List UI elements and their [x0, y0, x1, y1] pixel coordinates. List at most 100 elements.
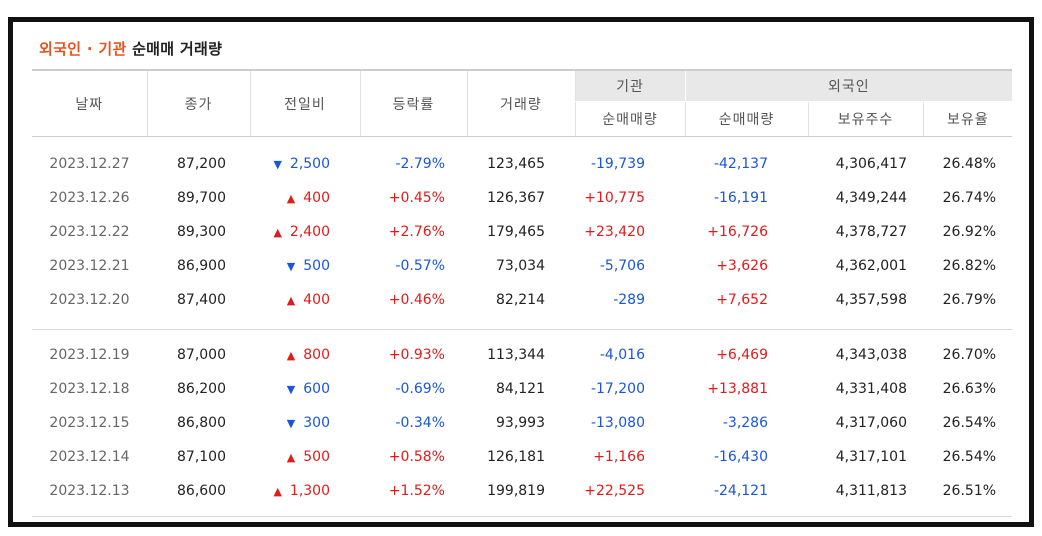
cell-volume: 199,819	[487, 483, 545, 499]
triangle-up-icon: ▲	[286, 349, 296, 362]
col-header-change: 전일비	[249, 69, 360, 137]
triangle-up-icon: ▲	[273, 485, 282, 498]
cell-foreign-net: +13,881	[707, 381, 768, 397]
cell-change: ▲ 1,300	[250, 474, 360, 508]
cell-close: 86,600	[177, 483, 226, 499]
cell-inst-net: +10,775	[584, 190, 645, 206]
col-group-institution: 기관	[574, 69, 685, 102]
cell-inst-net: +1,166	[593, 449, 645, 465]
table-row: 2023.12.26 89,700 ▲ 400 +0.45% 126,367 +10,775…	[32, 181, 1012, 215]
cell-date: 2023.12.14	[49, 449, 130, 465]
cell-ratio: 26.74%	[942, 190, 997, 206]
cell-change: ▼ 500	[250, 249, 360, 283]
triangle-down-icon: ▼	[286, 383, 296, 396]
col-group-foreign: 외국인	[684, 69, 1013, 102]
cell-holdings: 4,317,060	[835, 415, 907, 431]
cell-change: ▲ 500	[250, 440, 360, 474]
table-row: 2023.12.27 87,200 ▼ 2,500 -2.79% 123,465 -19,7…	[32, 147, 1012, 181]
cell-ratio: 26.54%	[942, 449, 997, 465]
cell-change: ▲ 400	[250, 181, 360, 215]
cell-change: ▼ 2,500	[250, 147, 360, 181]
cell-date: 2023.12.15	[49, 415, 130, 431]
cell-rate: +0.46%	[388, 292, 445, 308]
cell-volume: 84,121	[496, 381, 545, 397]
cell-ratio: 26.70%	[942, 347, 997, 363]
cell-close: 86,900	[177, 258, 226, 274]
cell-date: 2023.12.19	[49, 347, 130, 363]
cell-foreign-net: -24,121	[713, 483, 768, 499]
cell-ratio: 26.54%	[942, 415, 997, 431]
col-header-foreign-net: 순매매량	[684, 101, 808, 137]
col-header-inst-net: 순매매량	[574, 101, 685, 137]
cell-inst-net: -4,016	[599, 347, 645, 363]
cell-ratio: 26.63%	[942, 381, 997, 397]
col-header-volume: 거래량	[466, 69, 575, 137]
cell-rate: -0.57%	[395, 258, 445, 274]
cell-rate: -0.34%	[395, 415, 445, 431]
cell-rate: -2.79%	[395, 156, 445, 172]
triangle-up-icon: ▲	[286, 192, 296, 205]
table-row: 2023.12.14 87,100 ▲ 500 +0.58% 126,181 +1,166 -…	[32, 440, 1012, 474]
cell-close: 89,700	[177, 190, 226, 206]
cell-close: 87,400	[177, 292, 226, 308]
trading-volume-panel: 외국인 · 기관 순매매 거래량 날짜 종가 전일비 등락률 거래량 기관 외국…	[8, 17, 1034, 527]
table-row: 2023.12.21 86,900 ▼ 500 -0.57% 73,034 -5,706 +3…	[32, 249, 1012, 283]
change-value: 2,400	[289, 224, 330, 240]
cell-foreign-net: +3,626	[716, 258, 768, 274]
cell-rate: -0.69%	[395, 381, 445, 397]
cell-ratio: 26.79%	[942, 292, 997, 308]
col-header-date: 날짜	[32, 69, 147, 137]
triangle-down-icon: ▼	[286, 260, 296, 273]
cell-volume: 179,465	[487, 224, 545, 240]
cell-close: 87,000	[177, 347, 226, 363]
cell-rate: +0.58%	[388, 449, 445, 465]
cell-holdings: 4,378,727	[835, 224, 907, 240]
cell-date: 2023.12.13	[49, 483, 130, 499]
cell-inst-net: -5,706	[599, 258, 645, 274]
row-spacer	[32, 508, 1013, 517]
cell-foreign-net: -16,430	[713, 449, 768, 465]
panel-title-accent: 외국인 · 기관	[39, 40, 127, 58]
cell-volume: 73,034	[496, 258, 545, 274]
col-header-ratio: 보유율	[922, 101, 1013, 137]
cell-rate: +0.45%	[388, 190, 445, 206]
cell-date: 2023.12.26	[49, 190, 130, 206]
cell-inst-net: -289	[613, 292, 645, 308]
table-row: 2023.12.13 86,600 ▲ 1,300 +1.52% 199,819 +22,5…	[32, 474, 1012, 508]
cell-ratio: 26.82%	[942, 258, 997, 274]
change-value: 800	[303, 347, 330, 363]
cell-close: 87,100	[177, 449, 226, 465]
cell-foreign-net: +7,652	[716, 292, 768, 308]
cell-holdings: 4,311,813	[835, 483, 907, 499]
cell-rate: +2.76%	[388, 224, 445, 240]
cell-close: 86,800	[177, 415, 226, 431]
cell-volume: 123,465	[487, 156, 545, 172]
table-row: 2023.12.19 87,000 ▲ 800 +0.93% 113,344 -4,016 +…	[32, 338, 1012, 372]
cell-inst-net: +23,420	[584, 224, 645, 240]
cell-change: ▲ 400	[250, 283, 360, 317]
cell-volume: 82,214	[496, 292, 545, 308]
cell-volume: 126,367	[487, 190, 545, 206]
cell-inst-net: +22,525	[584, 483, 645, 499]
cell-holdings: 4,317,101	[835, 449, 907, 465]
cell-holdings: 4,362,001	[835, 258, 907, 274]
cell-change: ▲ 2,400	[250, 215, 360, 249]
cell-date: 2023.12.20	[49, 292, 130, 308]
change-value: 400	[303, 190, 330, 206]
table-row: 2023.12.15 86,800 ▼ 300 -0.34% 93,993 -13,080 -…	[32, 406, 1012, 440]
cell-ratio: 26.51%	[942, 483, 997, 499]
table-row: 2023.12.20 87,400 ▲ 400 +0.46% 82,214 -289 +7,6…	[32, 283, 1012, 317]
cell-foreign-net: -42,137	[713, 156, 768, 172]
cell-foreign-net: -16,191	[713, 190, 768, 206]
cell-volume: 93,993	[496, 415, 545, 431]
cell-volume: 126,181	[487, 449, 545, 465]
cell-inst-net: -17,200	[590, 381, 645, 397]
panel-title-rest: 순매매 거래량	[132, 40, 223, 58]
col-header-holdings: 보유주수	[807, 101, 923, 137]
cell-foreign-net: +16,726	[707, 224, 768, 240]
cell-ratio: 26.92%	[942, 224, 997, 240]
cell-holdings: 4,306,417	[835, 156, 907, 172]
change-value: 600	[303, 381, 330, 397]
cell-change: ▼ 300	[250, 406, 360, 440]
cell-holdings: 4,331,408	[835, 381, 907, 397]
